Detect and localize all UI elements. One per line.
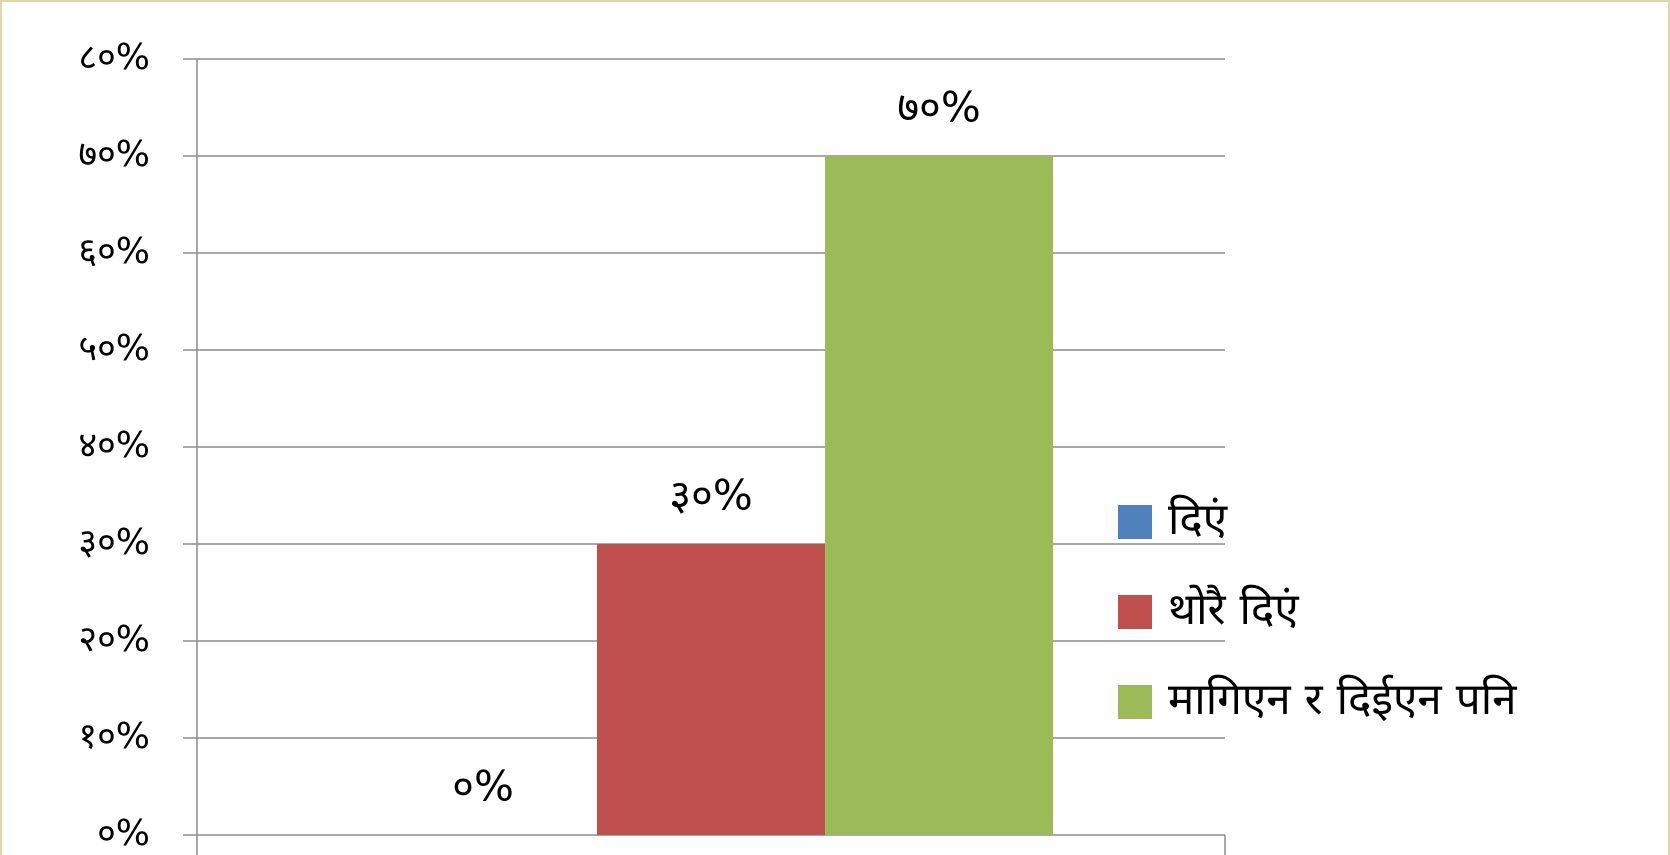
y-tick-label: १०% xyxy=(78,716,150,757)
y-tick-label: ८०% xyxy=(78,37,150,78)
y-tick-label: ०% xyxy=(97,813,150,854)
y-tick-label: ७०% xyxy=(78,134,150,175)
legend-label: दिएं xyxy=(1168,494,1228,545)
y-tick-label: ४०% xyxy=(78,425,150,466)
legend-swatch xyxy=(1118,595,1152,629)
legend-label: मागिएन र दिईएन पनि xyxy=(1168,674,1518,725)
legend-swatch xyxy=(1118,505,1152,539)
y-tick-label: ६०% xyxy=(78,231,150,272)
bar xyxy=(825,156,1053,835)
legend-swatch xyxy=(1118,685,1152,719)
value-label: ०% xyxy=(452,762,514,811)
y-tick-label: ३०% xyxy=(78,522,150,563)
value-label: ७०% xyxy=(897,83,981,132)
bar xyxy=(597,544,825,835)
value-label: ३०% xyxy=(669,471,753,520)
legend-label: थोरै दिएं xyxy=(1168,584,1299,635)
y-tick-label: २०% xyxy=(78,619,150,660)
y-tick-label: ५०% xyxy=(78,328,150,369)
